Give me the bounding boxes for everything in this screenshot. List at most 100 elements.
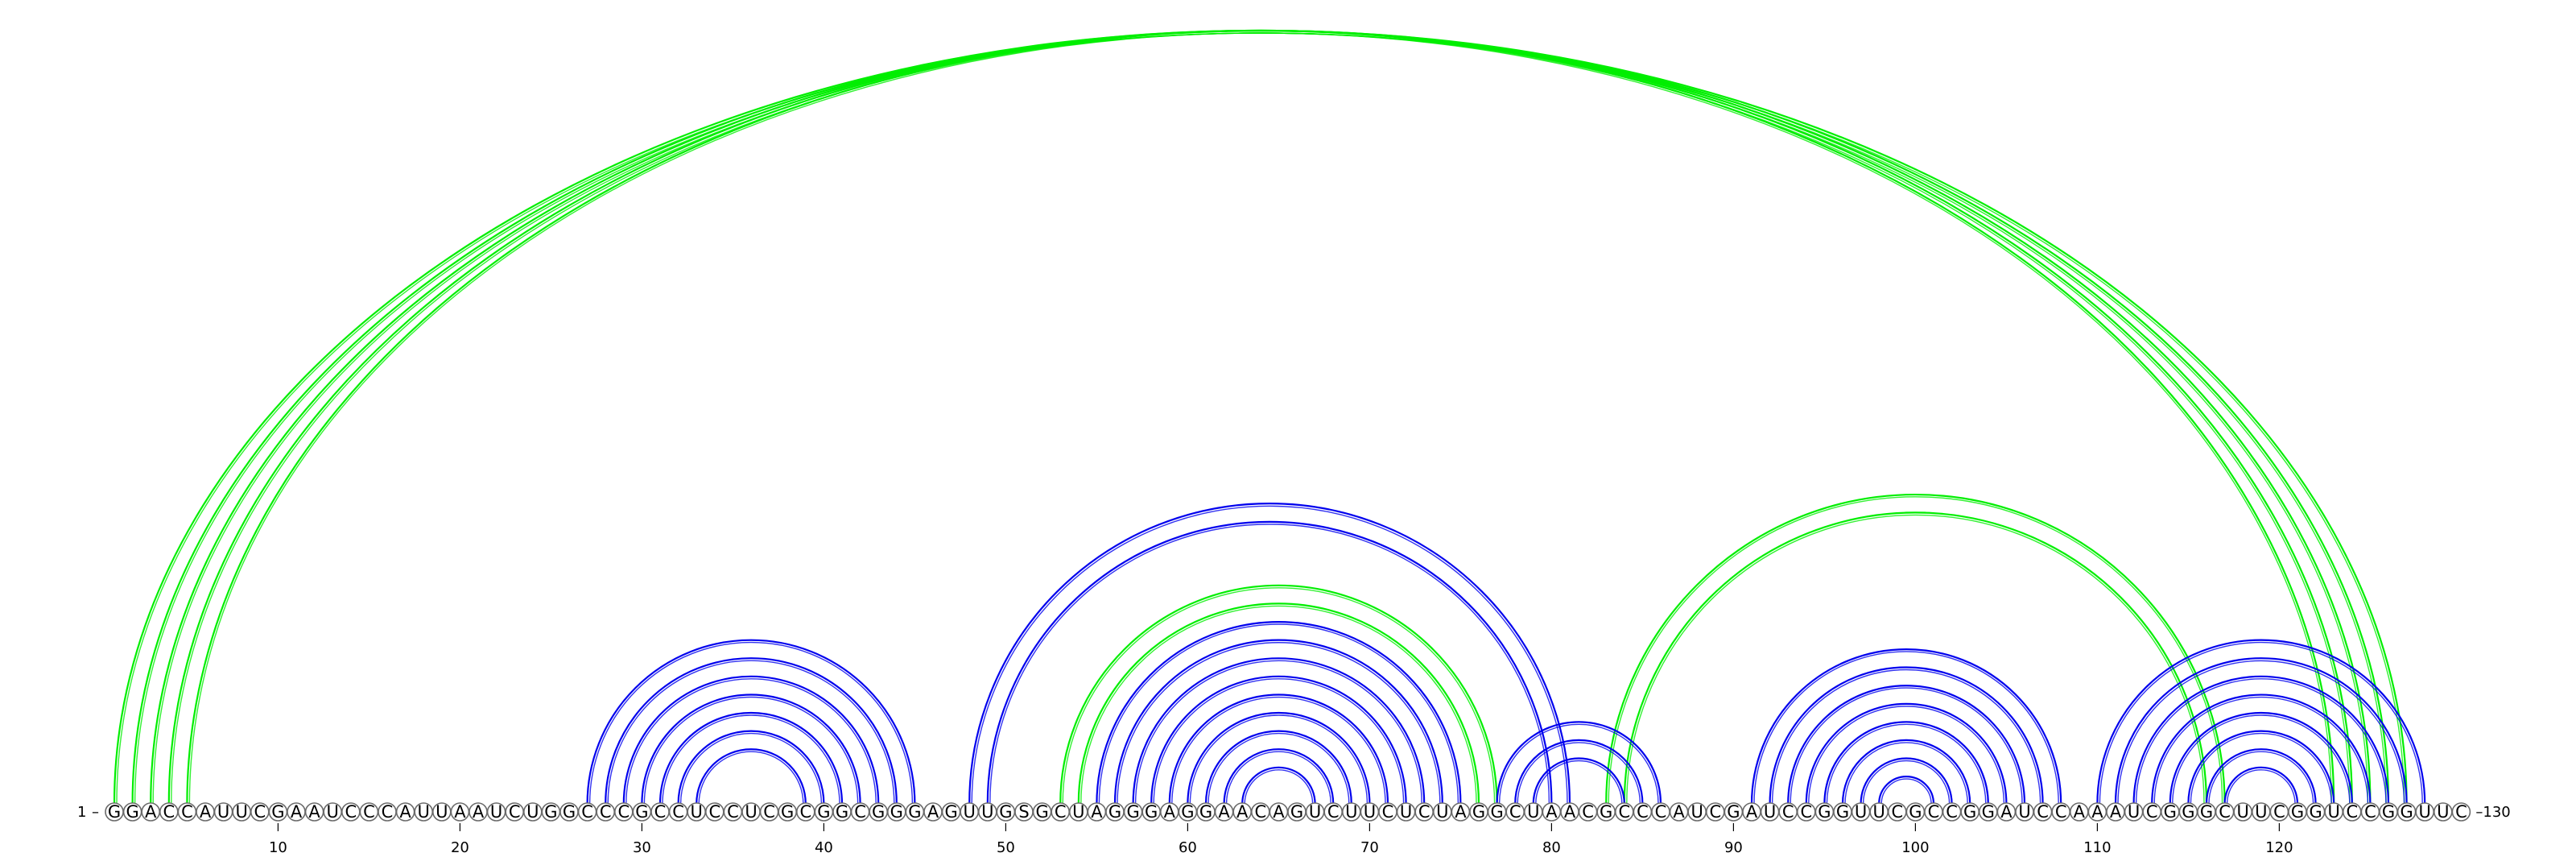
nucleotide-letter: G: [2382, 802, 2395, 822]
nucleotide: C: [704, 802, 724, 822]
tick-label: 120: [2265, 839, 2293, 856]
blue-arc-48-81: [968, 503, 1571, 805]
nucleotide: S: [1014, 802, 1034, 822]
nucleotide: U: [2434, 802, 2453, 822]
nucleotide: G: [814, 802, 834, 822]
blue-arc-inner-59-71: [1171, 696, 1386, 805]
nucleotide: G: [2161, 802, 2180, 822]
nucleotide-letter: C: [2037, 802, 2049, 822]
nucleotide: A: [141, 802, 160, 822]
blue-arc-inner-77-86: [1498, 723, 1659, 805]
blue-arc-inner-63-67: [1244, 769, 1314, 805]
nucleotide-letter: U: [1436, 802, 1448, 822]
nucleotide-letter: S: [1018, 802, 1029, 822]
blue-arc-inner-33-39: [698, 751, 804, 805]
nucleotide-letter: A: [1546, 802, 1558, 822]
nucleotide: A: [2106, 802, 2125, 822]
nucleotide: A: [395, 802, 415, 822]
nucleotide-letter: U: [2255, 802, 2267, 822]
nucleotide: U: [522, 802, 543, 822]
nucleotide: A: [1087, 802, 1107, 822]
nucleotide: A: [469, 802, 488, 822]
nucleotide: A: [1542, 802, 1562, 822]
nucleotide-letter: A: [2110, 802, 2122, 822]
blue-arc-55-75: [1096, 620, 1462, 805]
nucleotide-letter: A: [308, 802, 320, 822]
nucleotide: A: [1269, 802, 1289, 822]
nucleotide: U: [2015, 802, 2034, 822]
nucleotide: C: [2360, 802, 2380, 822]
nucleotide-letter: G: [1727, 802, 1740, 822]
nucleotide: G: [2197, 802, 2216, 822]
nucleotide-letter: G: [944, 802, 957, 822]
blue-arc-93-106: [1787, 685, 2026, 805]
nucleotide-letter: G: [2200, 802, 2213, 822]
blue-arc-inner-48-81: [971, 505, 1568, 805]
nucleotide: C: [613, 802, 634, 822]
nucleotide-letter: U: [490, 802, 502, 822]
blue-arc-96-103: [1841, 739, 1971, 805]
nucleotide: C: [505, 802, 525, 822]
nucleotide: C: [2451, 802, 2471, 822]
blue-arc-inner-49-80: [989, 524, 1550, 805]
blue-arc-inner-115-123: [2190, 732, 2332, 805]
blue-arc-inner-92-107: [1771, 669, 2041, 805]
nucleotide: C: [1378, 802, 1397, 822]
green-arc-inner-3-125: [152, 32, 2369, 805]
nucleotide: U: [960, 802, 979, 822]
blue-arc-inner-110-128: [2099, 641, 2423, 805]
nucleotide: C: [2215, 802, 2235, 822]
blue-arc-79-84: [1532, 757, 1625, 805]
blue-arc-inner-91-108: [1753, 651, 2059, 805]
nucleotide-letter: U: [2018, 802, 2030, 822]
nucleotide: U: [486, 802, 506, 822]
nucleotide: A: [1214, 802, 1234, 822]
nucleotide: A: [1451, 802, 1471, 822]
nucleotide-letter: U: [1345, 802, 1357, 822]
nucleotide-letter: C: [1055, 802, 1067, 822]
nucleotide: C: [1051, 802, 1070, 822]
blue-arc-33-39: [696, 748, 807, 805]
nucleotide-letter: C: [2364, 802, 2376, 822]
nucleotide: G: [887, 802, 906, 822]
blue-arc-95-104: [1823, 721, 1989, 805]
nucleotide: G: [1196, 802, 1216, 822]
tick-label: 30: [633, 839, 651, 856]
nucleotide-letter: C: [1800, 802, 1812, 822]
blue-arc-27-45: [586, 639, 916, 805]
blue-arc-110-128: [2096, 639, 2426, 805]
nucleotide: G: [2396, 802, 2417, 822]
nucleotide-letter: U: [691, 802, 703, 822]
nucleotide: U: [978, 802, 997, 822]
nucleotide: U: [2415, 802, 2434, 822]
nucleotide-letter: G: [1181, 802, 1194, 822]
nucleotide: C: [596, 802, 616, 822]
nucleotide-letter: G: [2291, 802, 2304, 822]
nucleotide-letter: U: [1691, 802, 1703, 822]
nucleotide-letter: G: [836, 802, 848, 822]
nucleotide-letter: U: [1527, 802, 1539, 822]
nucleotide-letter: U: [1072, 802, 1084, 822]
nucleotide: C: [177, 802, 197, 822]
nucleotide-letter: A: [200, 802, 212, 822]
nucleotide-letter: G: [126, 802, 138, 822]
nucleotide: U: [414, 802, 434, 822]
nucleotide: U: [1433, 802, 1452, 822]
nucleotide-letter: A: [2091, 802, 2103, 822]
nucleotide-letter: G: [2400, 802, 2413, 822]
nucleotide: C: [1706, 802, 1725, 822]
nucleotide: C: [1323, 802, 1343, 822]
nucleotide-letter: G: [1472, 802, 1485, 822]
nucleotide-letter: A: [291, 802, 303, 822]
blue-arc-inner-113-125: [2153, 696, 2369, 805]
nucleotide-letter: C: [254, 802, 266, 822]
nucleotide: G: [941, 802, 961, 822]
nucleotide: C: [2142, 802, 2161, 822]
nucleotide-letter: A: [1564, 802, 1576, 822]
nucleotide-letter: G: [2164, 802, 2177, 822]
nucleotide-letter: G: [1836, 802, 1849, 822]
nucleotide: G: [778, 802, 798, 822]
nucleotide-letter: G: [890, 802, 903, 822]
blue-arc-inner-96-103: [1844, 742, 1968, 805]
nucleotide-letter: C: [1254, 802, 1266, 822]
